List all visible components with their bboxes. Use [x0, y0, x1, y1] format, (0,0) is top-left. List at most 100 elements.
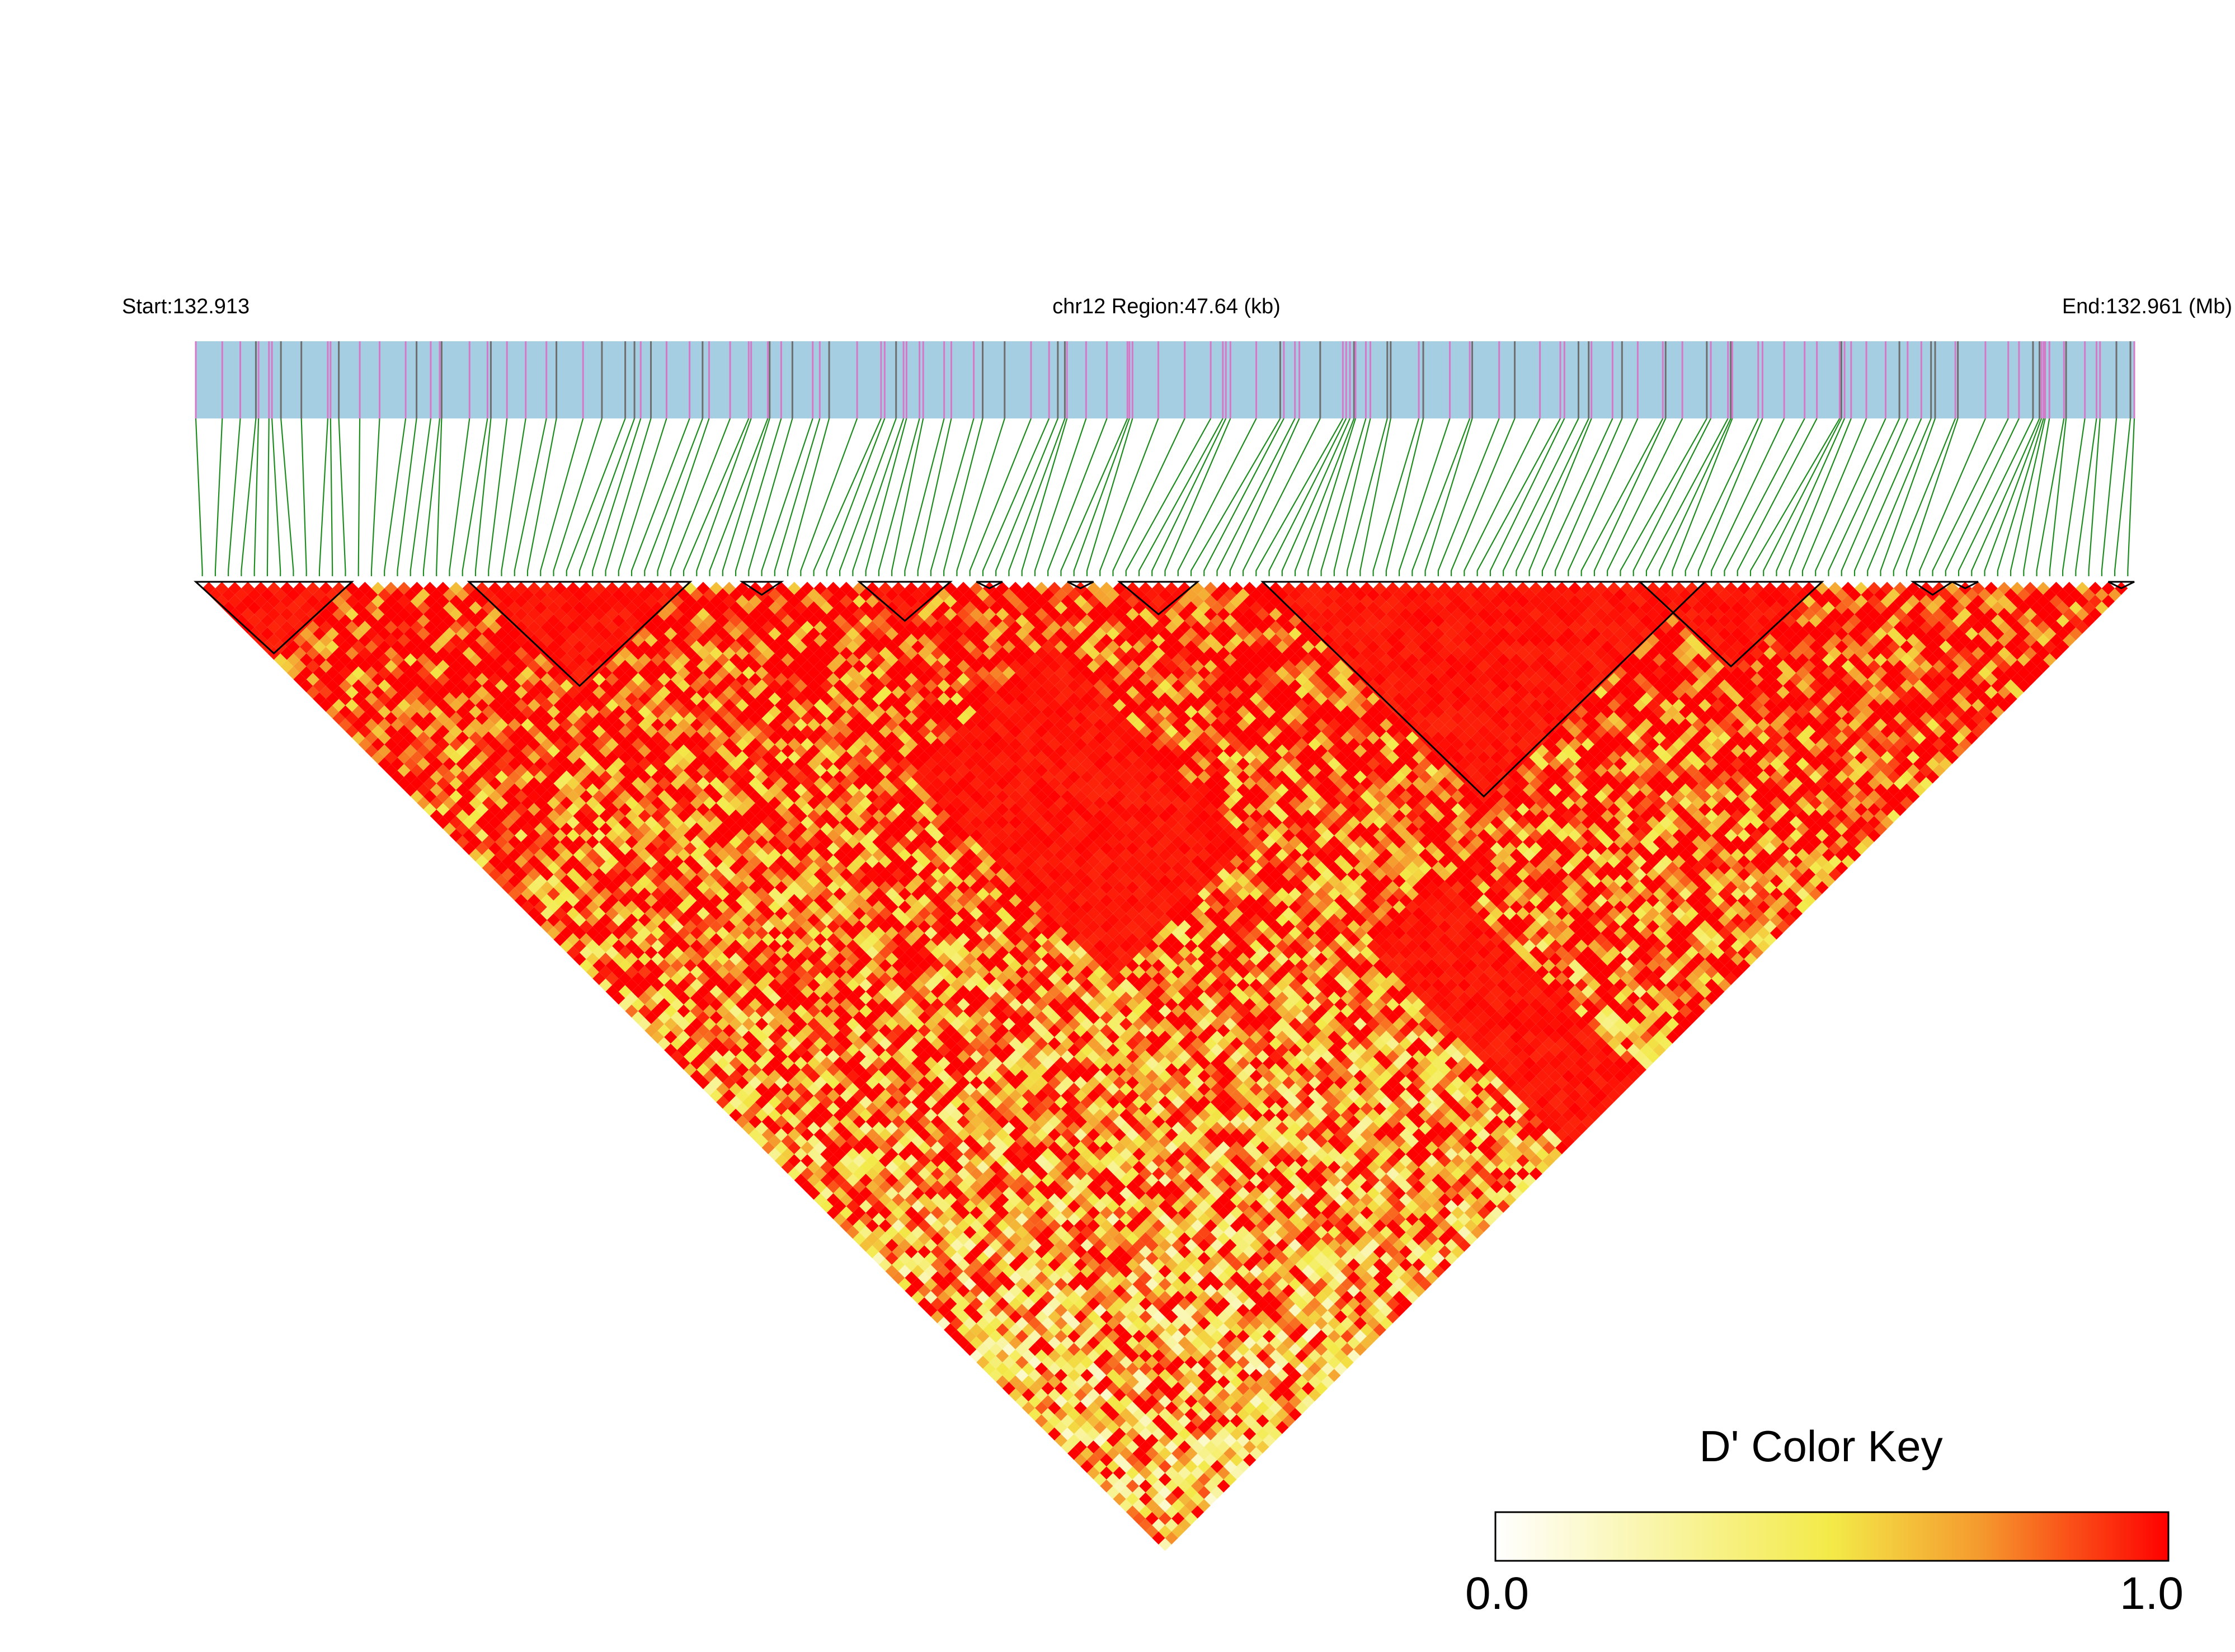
- ld-cell: [495, 666, 509, 680]
- ld-cell: [950, 939, 964, 953]
- ld-cell: [508, 692, 521, 705]
- ld-cell: [300, 679, 313, 693]
- ld-cell: [573, 939, 586, 953]
- ld-cell: [410, 776, 424, 790]
- ld-cell: [547, 614, 561, 628]
- ld-cell: [1249, 1356, 1263, 1369]
- ld-cell: [813, 972, 827, 985]
- ld-cell: [1249, 1187, 1263, 1200]
- ld-cell: [1334, 1336, 1348, 1350]
- ld-cell: [436, 620, 450, 634]
- ld-cell: [1041, 1043, 1055, 1057]
- ld-cell: [644, 634, 658, 647]
- ld-cell: [930, 894, 944, 907]
- ld-cell: [404, 614, 417, 628]
- ld-cell: [462, 582, 476, 595]
- ld-cell: [736, 881, 749, 895]
- ld-cell: [508, 770, 521, 784]
- ld-cell: [865, 959, 879, 972]
- ld-cell: [566, 881, 580, 895]
- ld-cell: [1230, 1154, 1244, 1168]
- ld-cell: [982, 1063, 996, 1076]
- ld-cell: [436, 803, 450, 816]
- ld-cell: [697, 842, 710, 855]
- ld-cell: [1086, 1180, 1100, 1193]
- ld-cell: [1119, 1278, 1133, 1291]
- ld-cell: [651, 692, 665, 705]
- ld-cell: [963, 926, 977, 940]
- ld-cell: [462, 776, 476, 790]
- ld-cell: [1230, 1284, 1244, 1298]
- snp-connector: [474, 418, 492, 576]
- ld-cell: [982, 1037, 996, 1051]
- snp-connector: [943, 418, 984, 576]
- ld-cell: [859, 848, 873, 862]
- ld-cell: [241, 608, 255, 621]
- ld-cell: [755, 692, 769, 705]
- ld-cell: [495, 718, 509, 732]
- ld-cell: [1106, 1434, 1120, 1447]
- snp-connector: [852, 418, 905, 576]
- ld-cell: [580, 959, 593, 972]
- ld-cell: [1086, 1063, 1100, 1076]
- ld-cell: [644, 842, 658, 855]
- ld-cell: [917, 855, 931, 868]
- ld-cell: [514, 660, 528, 673]
- ld-cell: [397, 724, 411, 738]
- ld-cell: [495, 861, 509, 875]
- snp-connector: [1555, 418, 1623, 576]
- ld-cell: [664, 900, 677, 914]
- ld-cell: [540, 699, 554, 712]
- ld-cell: [1100, 1128, 1113, 1141]
- ld-cell: [963, 1056, 977, 1070]
- ld-cell: [833, 1043, 846, 1057]
- ld-cell: [749, 972, 762, 985]
- ld-cell: [514, 764, 528, 777]
- ld-cell: [495, 588, 509, 601]
- ld-cell: [397, 738, 411, 751]
- ld-cell: [937, 900, 951, 914]
- ld-cell: [528, 751, 541, 764]
- ld-cell: [1074, 1349, 1087, 1363]
- ld-cell: [794, 1108, 807, 1122]
- ld-cell: [1067, 1434, 1081, 1447]
- ld-cell: [1145, 1420, 1159, 1434]
- ld-cell: [1314, 1251, 1328, 1265]
- ld-cell: [384, 712, 398, 725]
- ld-cell: [404, 705, 417, 719]
- ld-cell: [1106, 1030, 1120, 1044]
- ld-cell: [514, 816, 528, 829]
- ld-cell: [736, 660, 749, 673]
- ld-cell: [1041, 1147, 1055, 1161]
- ld-cell: [540, 907, 554, 920]
- snp-connector: [338, 418, 346, 576]
- ld-cell: [709, 894, 723, 907]
- ld-cell: [267, 608, 281, 621]
- ld-cell: [898, 1082, 912, 1096]
- ld-cell: [813, 1089, 827, 1103]
- ld-cell: [853, 1037, 866, 1051]
- ld-cell: [553, 868, 567, 881]
- ld-cell: [612, 835, 625, 849]
- ld-cell: [684, 842, 697, 855]
- ld-cell: [553, 634, 567, 647]
- ld-cell: [456, 770, 469, 784]
- ld-cell: [599, 966, 613, 979]
- ld-cell: [690, 914, 703, 927]
- ld-cell: [443, 705, 457, 719]
- ld-cell: [709, 998, 723, 1011]
- snp-connector: [657, 418, 710, 576]
- ld-cell: [768, 952, 782, 966]
- ld-cell: [573, 809, 586, 823]
- ld-cell: [1145, 1368, 1159, 1382]
- ld-cell: [697, 620, 710, 634]
- ld-cell: [950, 1147, 964, 1161]
- ld-cell: [358, 686, 371, 699]
- ld-cell: [1002, 1303, 1016, 1317]
- ld-cell: [1184, 1291, 1198, 1304]
- ld-cell: [1015, 1004, 1029, 1018]
- ld-cell: [905, 933, 918, 947]
- ld-cell: [1106, 1147, 1120, 1161]
- ld-cell: [729, 978, 742, 992]
- ld-cell: [1074, 1401, 1087, 1415]
